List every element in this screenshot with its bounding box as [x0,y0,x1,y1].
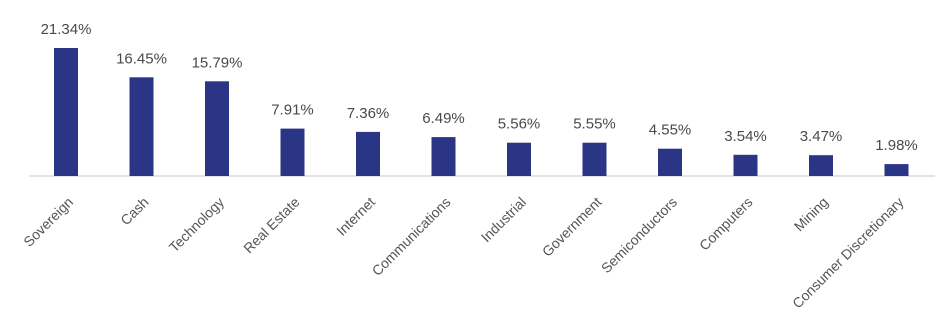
data-label: 16.45% [116,50,167,67]
data-label: 4.55% [649,122,692,139]
bar-sovereign [54,48,78,176]
bar-consumer-discretionary [884,164,909,176]
data-label: 6.49% [422,110,465,127]
bar-industrial [507,142,531,176]
category-label: Industrial [478,194,529,245]
data-label: 5.56% [498,116,541,133]
category-label: Real Estate [240,194,303,257]
bar-internet [356,131,380,176]
data-label: 3.47% [800,128,843,145]
category-label: Government [539,194,605,260]
bar-government [582,142,607,176]
category-labels-group: Sovereign Cash Technology Real Estate Intern… [20,194,906,312]
category-label: Cash [117,194,151,228]
bar-real-estate [280,128,305,176]
category-label: Communications [369,194,454,279]
category-label: Internet [333,194,378,239]
category-label: Computers [696,194,756,254]
data-label: 7.36% [347,105,390,122]
bar-semiconductors [658,148,682,176]
data-label: 21.34% [41,21,92,38]
data-label: 1.98% [875,137,918,154]
bar-mining [809,155,833,176]
data-label: 7.91% [271,102,314,119]
data-label: 15.79% [192,54,243,71]
bar-technology [205,81,229,176]
data-label: 5.55% [573,116,616,133]
category-label: Mining [791,194,831,234]
data-labels-group: 21.34% 16.45% 15.79% 7.91% 7.36% 6.49% 5.56% 5.… [41,21,918,154]
category-label: Sovereign [20,194,76,250]
bar-communications [431,137,456,176]
category-label: Semiconductors [598,194,680,276]
data-label: 3.54% [724,128,767,145]
bar-cash [129,77,154,176]
category-label: Technology [166,194,227,255]
bar-computers [733,154,758,176]
bars-group [54,48,909,176]
